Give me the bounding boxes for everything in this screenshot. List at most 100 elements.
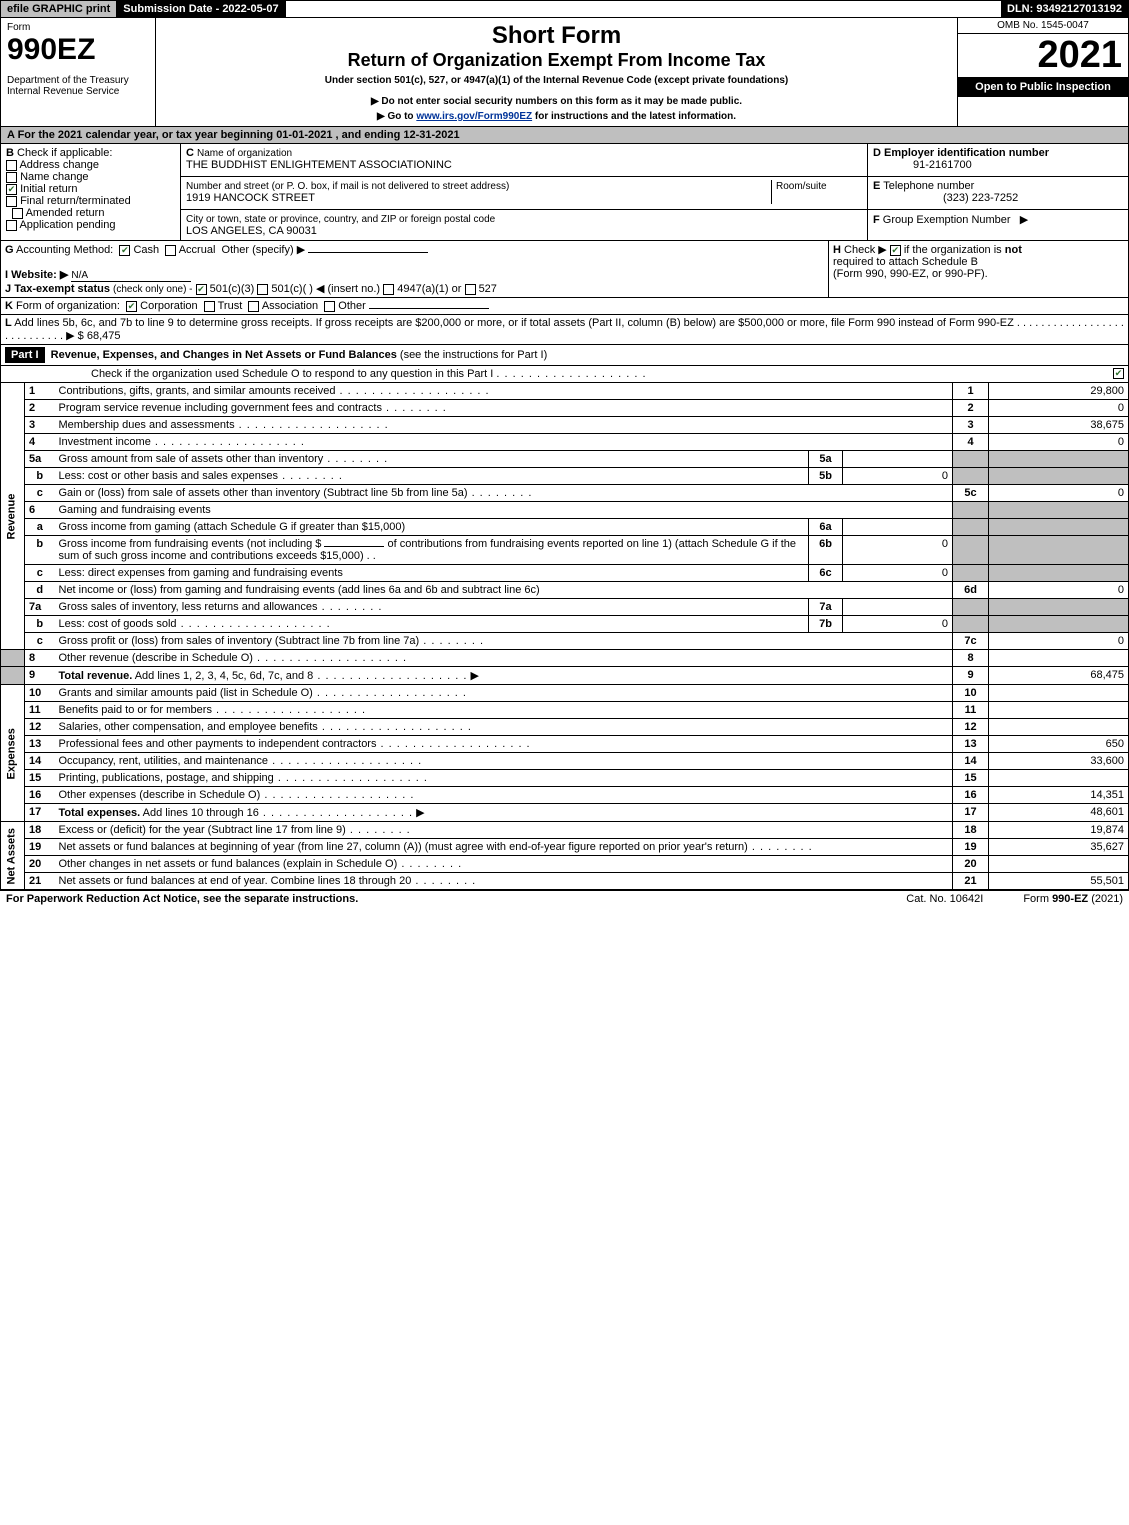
right-header-block: OMB No. 1545-0047 2021 Open to Public In… xyxy=(958,18,1128,126)
ln-16-num: 16 xyxy=(953,787,989,804)
ln-4: 4 xyxy=(25,434,55,451)
chk-501c[interactable] xyxy=(257,284,268,295)
section-i-label: I xyxy=(5,269,8,281)
ln-2-val: 0 xyxy=(989,400,1129,417)
ln-6b: b xyxy=(25,536,55,565)
ln-6c-num-gray xyxy=(953,565,989,582)
ln-19: 19 xyxy=(25,839,55,856)
netassets-table: Net Assets 18 Excess or (deficit) for th… xyxy=(0,822,1129,890)
group-exemption-arrow: ▶ xyxy=(1020,214,1028,226)
ln-7b: b xyxy=(25,616,55,633)
ln-10: 10 xyxy=(25,685,55,702)
ln-7b-box: 7b xyxy=(809,616,843,633)
ln-5a-num-gray xyxy=(953,451,989,468)
ln-12-val xyxy=(989,719,1129,736)
expenses-vlabel: Expenses xyxy=(1,685,25,822)
ln-10-val xyxy=(989,685,1129,702)
chk-association[interactable] xyxy=(248,301,259,312)
ln-6b-boxval: 0 xyxy=(843,536,953,565)
ln-19-text: Net assets or fund balances at beginning… xyxy=(59,841,748,853)
city-value: LOS ANGELES, CA 90031 xyxy=(186,225,317,237)
section-def: D Employer identification number 91-2161… xyxy=(868,144,1128,240)
lbl-amended-return: Amended return xyxy=(26,207,105,219)
ln-13: 13 xyxy=(25,736,55,753)
revenue-table: Revenue 1 Contributions, gifts, grants, … xyxy=(0,383,1129,685)
tax-exempt-note: (check only one) - xyxy=(113,284,192,295)
ln-10-num: 10 xyxy=(953,685,989,702)
chk-527[interactable] xyxy=(465,284,476,295)
other-method-input[interactable] xyxy=(308,252,428,253)
irs-link[interactable]: www.irs.gov/Form990EZ xyxy=(416,111,532,122)
ln-16-val: 14,351 xyxy=(989,787,1129,804)
dln: DLN: 93492127013192 xyxy=(1001,1,1128,17)
chk-trust[interactable] xyxy=(204,301,215,312)
dept-line-2: Internal Revenue Service xyxy=(7,86,149,97)
ln-11: 11 xyxy=(25,702,55,719)
street-value: 1919 HANCOCK STREET xyxy=(186,192,315,204)
ln-5a: 5a xyxy=(25,451,55,468)
section-a: A For the 2021 calendar year, or tax yea… xyxy=(0,127,1129,144)
gross-receipts-value: $ 68,475 xyxy=(78,330,121,342)
chk-name-change[interactable] xyxy=(6,172,17,183)
ln-6: 6 xyxy=(25,502,55,519)
footer-right: Form 990-EZ (2021) xyxy=(1023,893,1123,905)
chk-corporation[interactable] xyxy=(126,301,137,312)
other-org-input[interactable] xyxy=(369,308,489,309)
chk-amended-return[interactable] xyxy=(12,208,23,219)
section-b-heading: Check if applicable: xyxy=(17,147,112,159)
title-short: Short Form xyxy=(162,22,951,50)
chk-final-return[interactable] xyxy=(6,196,17,207)
ln-16: 16 xyxy=(25,787,55,804)
ln-6b-num-gray xyxy=(953,536,989,565)
h-text4: (Form 990, 990-EZ, or 990-PF). xyxy=(833,268,988,280)
page-footer: For Paperwork Reduction Act Notice, see … xyxy=(0,890,1129,907)
chk-address-change[interactable] xyxy=(6,160,17,171)
ln-11-num: 11 xyxy=(953,702,989,719)
ln-5b-val-gray xyxy=(989,468,1129,485)
lbl-other-org: Other xyxy=(338,300,366,312)
efile-print[interactable]: efile GRAPHIC print xyxy=(1,1,117,17)
omb-number: OMB No. 1545-0047 xyxy=(958,18,1128,34)
section-b: B Check if applicable: Address change Na… xyxy=(1,144,181,240)
phone-label: Telephone number xyxy=(883,180,974,192)
lbl-application-pending: Application pending xyxy=(19,219,115,231)
chk-501c3[interactable] xyxy=(196,284,207,295)
ln-8-text: Other revenue (describe in Schedule O) xyxy=(59,652,253,664)
ln-6b-blank[interactable] xyxy=(324,546,384,547)
section-l-label: L xyxy=(5,317,12,329)
ln-7a-text: Gross sales of inventory, less returns a… xyxy=(59,601,318,613)
chk-application-pending[interactable] xyxy=(6,220,17,231)
h-not: not xyxy=(1005,244,1022,256)
ln-6b-box: 6b xyxy=(809,536,843,565)
revenue-vlabel: Revenue xyxy=(1,383,25,650)
part-1-label: Part I xyxy=(5,347,45,363)
h-check-text: Check ▶ xyxy=(844,244,887,256)
chk-schedule-o-used[interactable] xyxy=(1113,368,1124,379)
chk-cash[interactable] xyxy=(119,245,130,256)
ln-9-val: 68,475 xyxy=(989,667,1129,685)
lbl-501c3: 501(c)(3) xyxy=(210,283,255,295)
chk-accrual[interactable] xyxy=(165,245,176,256)
ln-7a: 7a xyxy=(25,599,55,616)
chk-schedule-b-not-required[interactable] xyxy=(890,245,901,256)
ln-7b-num-gray xyxy=(953,616,989,633)
section-g-label: G xyxy=(5,244,14,256)
lbl-501c: 501(c)( ) ◀ (insert no.) xyxy=(271,283,380,295)
ln-17: 17 xyxy=(25,804,55,822)
footer-left: For Paperwork Reduction Act Notice, see … xyxy=(6,893,358,905)
ln-10-text: Grants and similar amounts paid (list in… xyxy=(59,687,313,699)
lbl-initial-return: Initial return xyxy=(20,183,77,195)
chk-other-org[interactable] xyxy=(324,301,335,312)
ln-7a-box: 7a xyxy=(809,599,843,616)
website-value: N/A xyxy=(71,270,191,282)
ln-7a-val-gray xyxy=(989,599,1129,616)
ln-19-num: 19 xyxy=(953,839,989,856)
chk-initial-return[interactable] xyxy=(6,184,17,195)
tax-exempt-label: Tax-exempt status xyxy=(14,283,110,295)
dots xyxy=(496,368,646,380)
ln-14-num: 14 xyxy=(953,753,989,770)
lbl-accrual: Accrual xyxy=(179,244,216,256)
chk-4947[interactable] xyxy=(383,284,394,295)
form-word: Form xyxy=(7,22,149,33)
lbl-other-method: Other (specify) ▶ xyxy=(222,244,306,256)
